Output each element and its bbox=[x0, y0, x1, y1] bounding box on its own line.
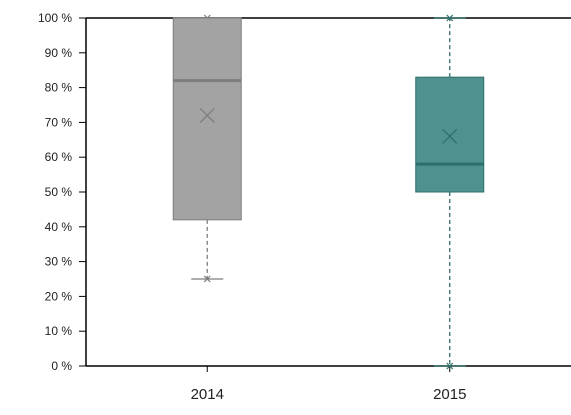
mean-marker bbox=[199, 107, 215, 123]
y-tick-label: 90 % bbox=[45, 46, 73, 60]
x-category-label: 2014 bbox=[191, 386, 224, 403]
axis-labels: 0 % 10 % 20 % 30 % 40 % 50 % 60 % 70 % 80 % 90 % 1… bbox=[38, 11, 466, 403]
x-category-label: 2015 bbox=[433, 386, 466, 403]
box-2014 bbox=[172, 14, 242, 283]
box-2015 bbox=[415, 14, 485, 370]
y-tick-label: 20 % bbox=[45, 289, 73, 303]
y-tick-label: 0 % bbox=[51, 359, 72, 373]
y-tick-label: 60 % bbox=[45, 150, 73, 164]
box-iqr bbox=[172, 17, 242, 221]
min-marker bbox=[203, 275, 211, 283]
mean-marker bbox=[442, 128, 458, 144]
y-tick-label: 100 % bbox=[38, 11, 72, 25]
y-tick-label: 30 % bbox=[45, 255, 73, 269]
y-tick-label: 10 % bbox=[45, 324, 73, 338]
y-tick-label: 50 % bbox=[45, 185, 73, 199]
box-iqr bbox=[415, 76, 485, 193]
max-marker bbox=[446, 14, 454, 22]
y-tick-label: 40 % bbox=[45, 220, 73, 234]
axes bbox=[79, 17, 571, 372]
min-marker bbox=[446, 362, 454, 370]
box-plot-marks bbox=[172, 14, 485, 370]
y-tick-label: 80 % bbox=[45, 81, 73, 95]
y-tick-label: 70 % bbox=[45, 115, 73, 129]
